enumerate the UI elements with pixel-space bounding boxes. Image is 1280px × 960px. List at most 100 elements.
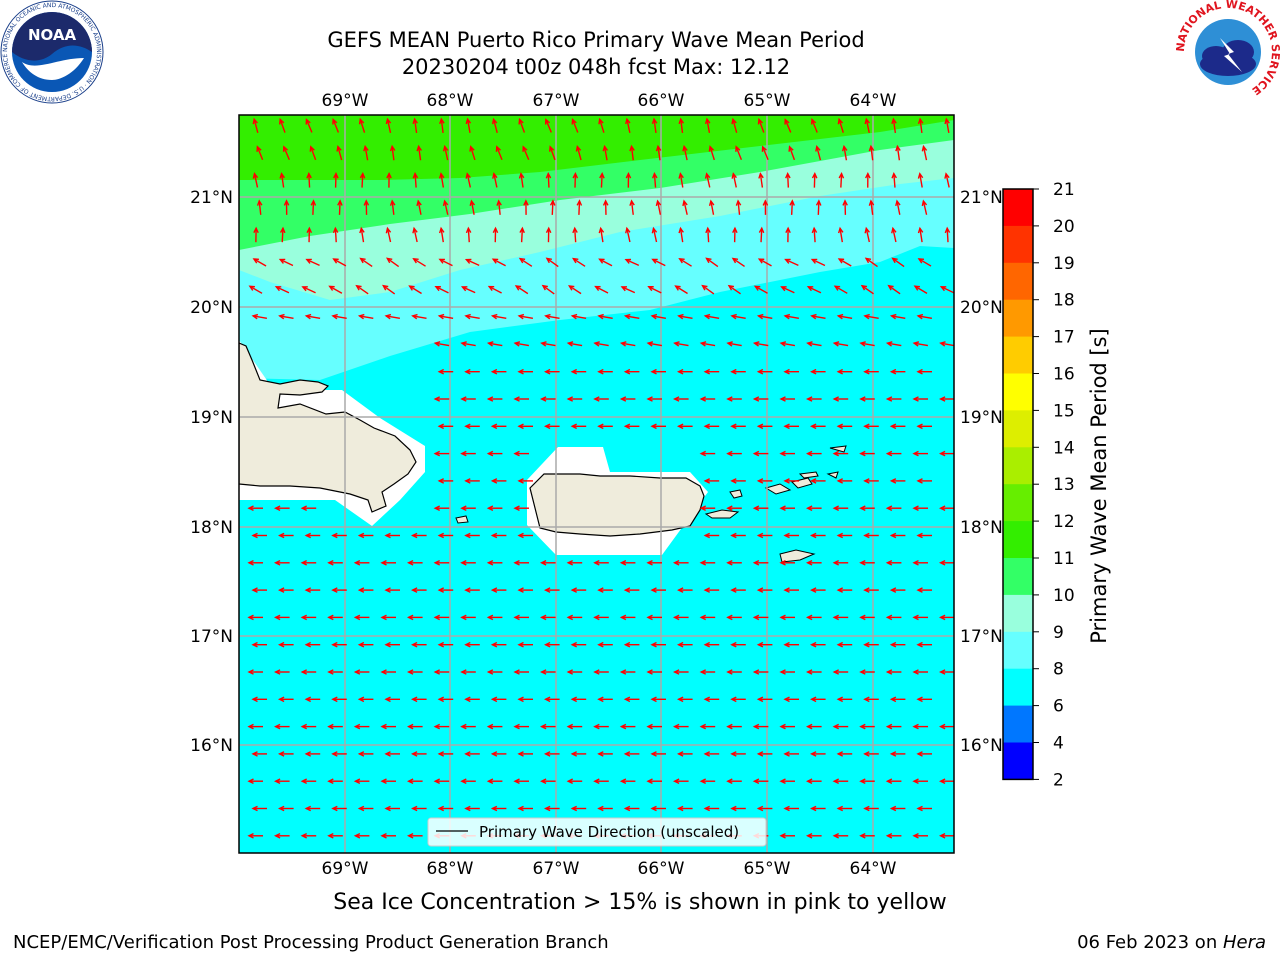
virgin-islands <box>764 471 819 495</box>
wave-arrow <box>701 342 716 347</box>
colorbar-tick-label: 15 <box>1053 401 1075 421</box>
wave-arrow <box>652 258 666 267</box>
wave-arrow <box>896 200 901 215</box>
wave-arrow <box>811 315 826 320</box>
wave-arrow <box>648 286 662 294</box>
wave-arrow <box>444 146 449 161</box>
wave-arrow <box>414 173 417 188</box>
colorbar-segment <box>1003 484 1033 522</box>
wave-arrow <box>625 259 640 266</box>
wave-arrow <box>683 146 688 161</box>
wave-arrow <box>892 257 905 268</box>
footer-host: Hera <box>1222 932 1266 953</box>
colorbar-segment <box>1003 521 1033 559</box>
graticule <box>239 115 954 853</box>
wave-arrow <box>545 119 552 133</box>
wave-arrow <box>758 315 773 320</box>
footer-date: 06 Feb 2023 on Hera <box>1077 932 1266 953</box>
wave-arrow <box>679 258 692 267</box>
wave-arrow <box>359 315 374 320</box>
wave-arrow <box>599 119 605 133</box>
wave-arrow <box>892 118 897 134</box>
colorbar-segment <box>1003 705 1033 743</box>
wave-arrow <box>865 228 871 243</box>
wave-arrow <box>578 200 581 215</box>
colorbar-tick-label: 20 <box>1053 217 1075 237</box>
longitude-labels-top: 69°W 68°W 67°W 66°W 65°W 64°W <box>322 91 897 111</box>
wave-arrow <box>252 315 268 320</box>
wave-arrow <box>595 285 609 294</box>
wave-arrow <box>435 286 449 294</box>
wave-arrow <box>546 257 559 268</box>
wave-arrow <box>359 119 366 133</box>
wave-arrow <box>413 118 418 134</box>
wave-arrow <box>572 315 587 320</box>
wave-arrow <box>679 228 684 243</box>
wave-arrow <box>391 200 395 215</box>
lon-label-top: 64°W <box>850 91 897 111</box>
wave-arrow <box>465 315 480 320</box>
colorbar-tick-label: 16 <box>1053 365 1075 385</box>
wave-arrow <box>549 146 556 161</box>
wave-arrow <box>946 228 949 243</box>
wave-arrow <box>917 315 933 320</box>
wave-arrow <box>599 258 613 267</box>
colorbar-segment <box>1003 262 1033 301</box>
wave-arrow <box>653 173 657 188</box>
wave-arrow <box>568 285 582 295</box>
longitude-labels-bottom: 69°W 68°W 67°W 66°W 65°W 64°W <box>322 859 897 879</box>
wave-arrow <box>412 315 427 320</box>
colorbar-tick-label: 6 <box>1053 697 1064 717</box>
wave-arrow <box>470 200 475 215</box>
wave-arrow <box>547 173 550 188</box>
lat-label-right: 18°N <box>960 518 1003 538</box>
wave-arrow <box>253 119 259 133</box>
wave-arrow <box>754 342 769 347</box>
wave-arrow <box>922 146 928 161</box>
colorbar-ticks: 21 20 19 18 17 16 15 14 13 12 11 10 9 8 6 4 2 <box>1033 180 1075 790</box>
wave-arrow <box>918 258 932 267</box>
wave-arrow <box>888 285 901 295</box>
wave-arrow <box>707 228 710 243</box>
wave-arrow <box>279 119 286 133</box>
lat-label-right: 20°N <box>960 298 1003 318</box>
wave-arrow <box>576 146 582 161</box>
wave-arrow <box>919 118 923 134</box>
wave-arrow <box>630 200 634 215</box>
wave-arrow <box>657 146 661 161</box>
wave-arrow <box>870 200 874 215</box>
wave-arrow <box>382 285 396 295</box>
lat-label-left: 17°N <box>190 627 233 647</box>
wave-arrow <box>683 200 688 215</box>
nws-logo: NATIONAL WEATHER SERVICE <box>1176 0 1280 103</box>
colorbar-segment <box>1003 742 1033 780</box>
wave-arrow <box>945 173 950 188</box>
wave-arrow <box>360 257 373 268</box>
colorbar-label: Primary Wave Mean Period [s] <box>1087 328 1111 644</box>
hispaniola-land <box>239 342 417 513</box>
wave-arrow <box>731 315 746 320</box>
map-frame <box>238 114 955 854</box>
wave-arrow <box>706 118 711 134</box>
wave-arrow <box>492 315 507 320</box>
wave-arrow <box>727 342 742 347</box>
lon-label-top: 69°W <box>322 91 369 111</box>
wave-arrow <box>361 173 364 188</box>
wave-arrow <box>275 286 290 294</box>
wave-arrow <box>496 146 503 161</box>
wave-arrow <box>385 315 401 320</box>
wave-arrow <box>945 118 950 134</box>
colorbar-segment <box>1003 631 1033 670</box>
wave-arrow <box>497 200 501 215</box>
wave-arrow <box>834 285 848 294</box>
wave-arrow <box>551 200 554 215</box>
wave-arrow <box>760 228 763 243</box>
colorbar-tick-label: 13 <box>1053 475 1075 495</box>
wave-arrow <box>630 146 634 161</box>
wave-arrow <box>891 315 906 320</box>
latitude-labels-right: 21°N 20°N 19°N 18°N 17°N 16°N <box>960 188 1003 756</box>
wave-arrow <box>439 258 453 267</box>
wave-arrow <box>518 119 526 133</box>
period-band-11-12 <box>239 115 954 180</box>
